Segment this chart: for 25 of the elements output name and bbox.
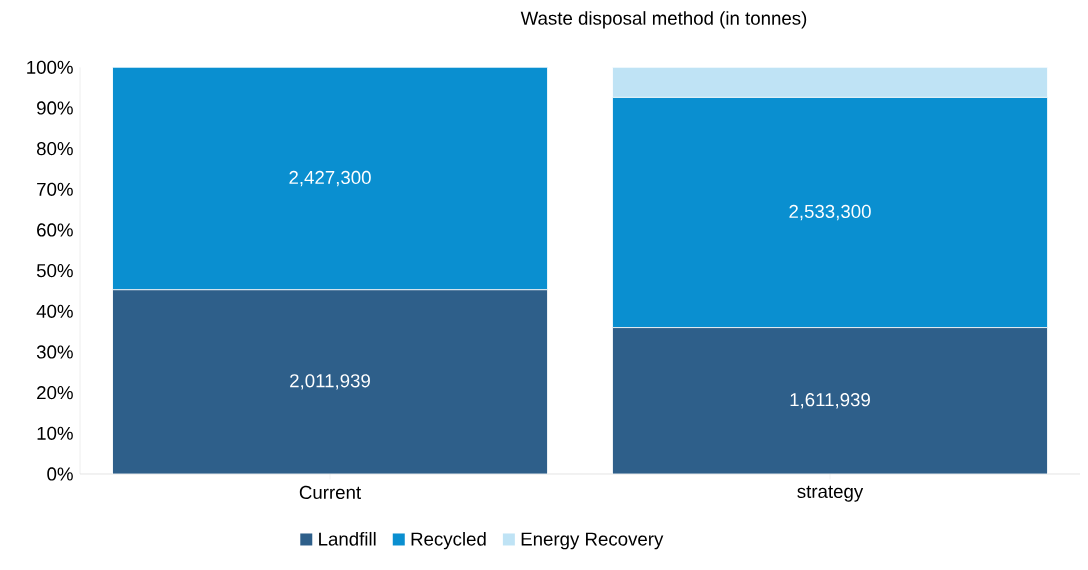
x-tick-label: strategy — [797, 485, 864, 502]
y-tick-label: 10% — [37, 426, 73, 440]
y-tick-label: 30% — [36, 345, 73, 359]
y-tick-label: 50% — [36, 264, 73, 278]
y-tick-label: 20% — [37, 386, 73, 400]
annotation: 2,011,939 — [290, 374, 370, 390]
y-tick-label: 40% — [36, 304, 73, 318]
x-tick-label: Current — [299, 485, 361, 500]
bar — [612, 327, 1048, 474]
annotation: 1,611,939 — [790, 393, 870, 409]
legend-label: Landfill — [319, 531, 376, 546]
y-tick-label: 100% — [27, 60, 73, 74]
legend-label: Recycled — [411, 531, 486, 550]
chart-title: Waste disposal method (in tonnes) — [520, 11, 807, 29]
legend-label: Energy Recovery — [521, 532, 664, 550]
bar — [112, 67, 548, 291]
y-tick-label: 0% — [47, 467, 73, 481]
y-tick-label: 80% — [36, 142, 73, 156]
annotation: 2,533,300 — [789, 204, 871, 221]
y-tick-label: 60% — [37, 223, 73, 237]
y-tick-label: 70% — [37, 182, 73, 196]
y-tick-label: 90% — [37, 101, 73, 115]
bar — [112, 289, 548, 474]
bar — [612, 97, 1048, 328]
annotation: 2,427,300 — [289, 170, 371, 187]
